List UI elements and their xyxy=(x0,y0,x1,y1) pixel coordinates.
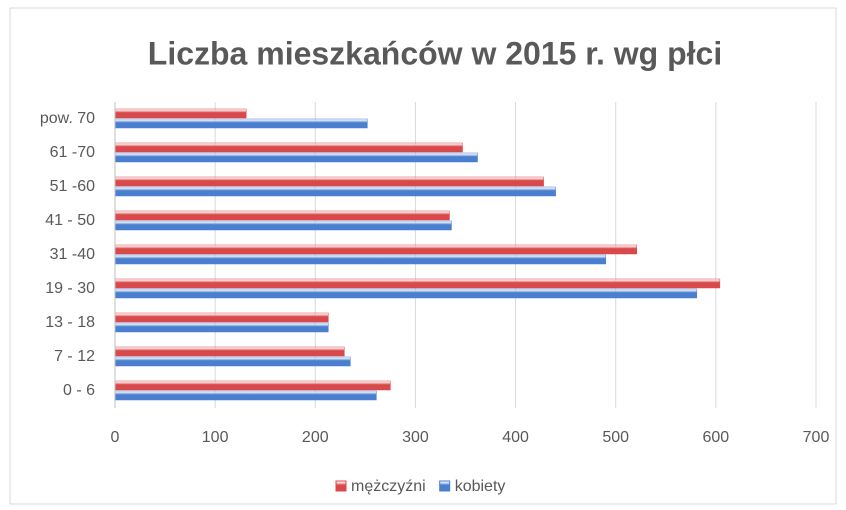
y-tick-label: 31 -40 xyxy=(50,246,95,263)
bar xyxy=(114,390,377,401)
bar xyxy=(114,220,452,231)
bar xyxy=(114,312,329,323)
legend-swatch xyxy=(335,480,347,492)
x-tick-label: 0 xyxy=(111,429,120,446)
y-tick-label: 51 -60 xyxy=(50,178,95,195)
y-tick-label: 19 - 30 xyxy=(45,280,95,297)
x-tick-label: 700 xyxy=(803,429,830,446)
y-tick-label: 13 - 18 xyxy=(45,314,95,331)
x-tick-label: 200 xyxy=(302,429,329,446)
bar xyxy=(114,380,391,391)
bar xyxy=(114,152,478,163)
chart-title: Liczba mieszkańców w 2015 r. wg płci xyxy=(148,35,722,71)
bar xyxy=(114,346,345,357)
bar xyxy=(114,322,329,333)
x-tick-label: 600 xyxy=(703,429,730,446)
bar xyxy=(114,244,637,255)
bar xyxy=(114,254,606,265)
x-tick-label: 500 xyxy=(602,429,629,446)
bar xyxy=(114,186,556,197)
bar xyxy=(114,118,368,129)
bar xyxy=(114,108,247,119)
bar xyxy=(114,142,463,153)
legend-label: mężczyźni xyxy=(351,478,426,495)
x-tick-label: 400 xyxy=(502,429,529,446)
y-tick-label: 61 -70 xyxy=(50,144,95,161)
legend-swatch xyxy=(439,480,451,492)
bar xyxy=(114,176,544,187)
y-tick-label: pow. 70 xyxy=(40,110,95,127)
y-tick-label: 41 - 50 xyxy=(45,212,95,229)
bar xyxy=(114,278,721,289)
y-tick-label: 0 - 6 xyxy=(63,382,95,399)
x-tick-label: 100 xyxy=(202,429,229,446)
y-tick-label: 7 - 12 xyxy=(54,348,95,365)
bar xyxy=(114,210,450,221)
x-tick-label: 300 xyxy=(402,429,429,446)
bar xyxy=(114,356,351,367)
legend-label: kobiety xyxy=(455,478,506,495)
bar xyxy=(114,288,698,299)
